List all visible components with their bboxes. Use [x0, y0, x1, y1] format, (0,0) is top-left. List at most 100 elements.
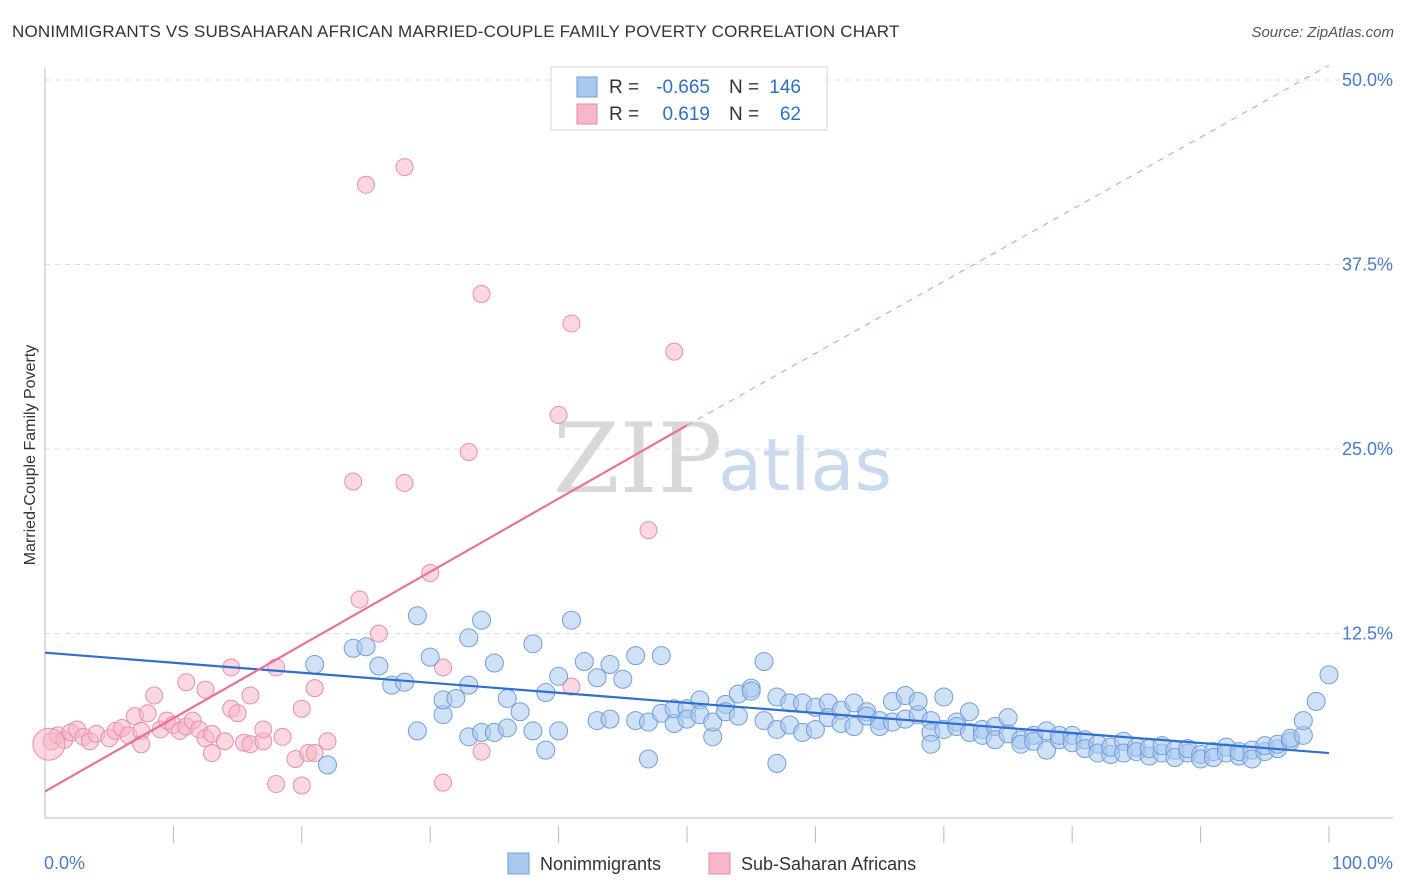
axes — [44, 68, 1393, 819]
point-nonimmigrant — [728, 706, 748, 726]
point-nonimmigrant — [587, 668, 607, 688]
chart-title: NONIMMIGRANTS VS SUBSAHARAN AFRICAN MARR… — [12, 22, 900, 41]
point-subsaharan — [472, 285, 491, 304]
point-nonimmigrant — [574, 652, 594, 672]
legend-r-label: R = — [609, 104, 639, 125]
point-subsaharan — [241, 686, 260, 705]
point-nonimmigrant — [472, 610, 492, 630]
point-subsaharan — [549, 406, 568, 425]
legend-r-value: 0.619 — [662, 104, 710, 125]
point-subsaharan — [132, 735, 151, 754]
point-subsaharan — [292, 776, 311, 795]
y-tick-label: 37.5% — [1342, 255, 1393, 275]
pink-series — [32, 158, 684, 795]
point-nonimmigrant — [805, 719, 825, 739]
point-nonimmigrant — [767, 753, 787, 773]
point-subsaharan — [196, 680, 215, 699]
point-nonimmigrant — [420, 647, 440, 667]
point-subsaharan — [273, 727, 292, 746]
legend-n-value: 62 — [780, 104, 801, 125]
point-nonimmigrant — [651, 646, 671, 666]
blue-series — [305, 606, 1339, 775]
point-subsaharan — [395, 473, 414, 492]
point-nonimmigrant — [626, 646, 646, 666]
point-nonimmigrant — [549, 666, 569, 686]
point-nonimmigrant — [549, 721, 569, 741]
point-nonimmigrant — [1306, 691, 1326, 711]
point-nonimmigrant — [356, 637, 376, 657]
point-subsaharan — [562, 677, 581, 696]
point-subsaharan — [145, 686, 164, 705]
y-tick-label: 12.5% — [1342, 624, 1393, 644]
bottom-legend-label-subsaharan: Sub-Saharan Africans — [741, 854, 916, 874]
x-tick-label-min: 0.0% — [44, 853, 85, 873]
trend-lines — [44, 64, 1330, 793]
grid-lines — [45, 79, 1393, 634]
point-subsaharan — [434, 773, 453, 792]
point-subsaharan — [472, 742, 491, 761]
point-nonimmigrant — [921, 734, 941, 754]
point-nonimmigrant — [305, 654, 325, 674]
point-subsaharan — [215, 732, 234, 751]
point-subsaharan — [344, 472, 363, 491]
source-credit: Source: ZipAtlas.com — [1251, 24, 1394, 41]
point-nonimmigrant — [959, 702, 979, 722]
point-nonimmigrant — [484, 653, 504, 673]
point-subsaharan — [177, 673, 196, 692]
point-nonimmigrant — [523, 634, 543, 654]
legend-r-value: -0.665 — [656, 77, 710, 98]
legend-n-label: N = — [729, 104, 759, 125]
point-nonimmigrant — [369, 656, 389, 676]
point-nonimmigrant — [407, 606, 427, 626]
point-nonimmigrant — [600, 654, 620, 674]
bottom-legend-label-nonimmigrants: Nonimmigrants — [540, 854, 661, 874]
point-nonimmigrant — [1319, 665, 1339, 685]
point-subsaharan — [228, 704, 247, 723]
x-axis-ticks — [172, 826, 1330, 843]
x-tick-label-max: 100.0% — [1332, 853, 1393, 873]
y-tick-label: 25.0% — [1342, 439, 1393, 459]
point-nonimmigrant — [703, 712, 723, 732]
point-subsaharan — [350, 590, 369, 609]
legend-n-label: N = — [729, 77, 759, 98]
point-subsaharan — [369, 624, 388, 643]
point-subsaharan — [292, 699, 311, 718]
point-subsaharan — [267, 658, 286, 677]
y-tick-label: 50.0% — [1342, 70, 1393, 90]
y-axis-label: Married-Couple Family Poverty — [22, 345, 39, 566]
point-subsaharan — [267, 775, 286, 794]
legend-n-value: 146 — [769, 77, 801, 98]
point-nonimmigrant — [908, 691, 928, 711]
point-subsaharan — [138, 704, 157, 723]
watermark-zip: ZIP — [553, 403, 722, 515]
trend-line-subsaharan — [44, 424, 688, 793]
point-subsaharan — [202, 744, 221, 763]
point-subsaharan — [639, 521, 658, 540]
point-subsaharan — [318, 732, 337, 751]
watermark-atlas: atlas — [718, 423, 892, 507]
point-nonimmigrant — [934, 687, 954, 707]
point-subsaharan — [395, 158, 414, 177]
point-nonimmigrant — [998, 708, 1018, 728]
legend-r-label: R = — [609, 77, 639, 98]
point-subsaharan — [562, 314, 581, 333]
point-nonimmigrant — [459, 628, 479, 648]
point-nonimmigrant — [638, 749, 658, 769]
point-nonimmigrant — [446, 688, 466, 708]
point-nonimmigrant — [1037, 740, 1057, 760]
trend-line-subsaharan-extension — [686, 64, 1330, 426]
point-nonimmigrant — [754, 652, 774, 672]
point-nonimmigrant — [561, 610, 581, 630]
bottom-legend-swatch-pink — [708, 852, 731, 875]
point-nonimmigrant — [613, 669, 633, 689]
point-subsaharan — [254, 720, 273, 739]
point-subsaharan — [357, 175, 375, 194]
point-nonimmigrant — [407, 721, 427, 741]
y-tick-labels: 12.5% 25.0% 37.5% 50.0% — [1342, 70, 1393, 644]
point-nonimmigrant — [844, 716, 864, 736]
point-nonimmigrant — [497, 718, 517, 738]
point-nonimmigrant — [510, 702, 530, 722]
point-nonimmigrant — [497, 688, 517, 708]
point-subsaharan — [305, 679, 324, 698]
